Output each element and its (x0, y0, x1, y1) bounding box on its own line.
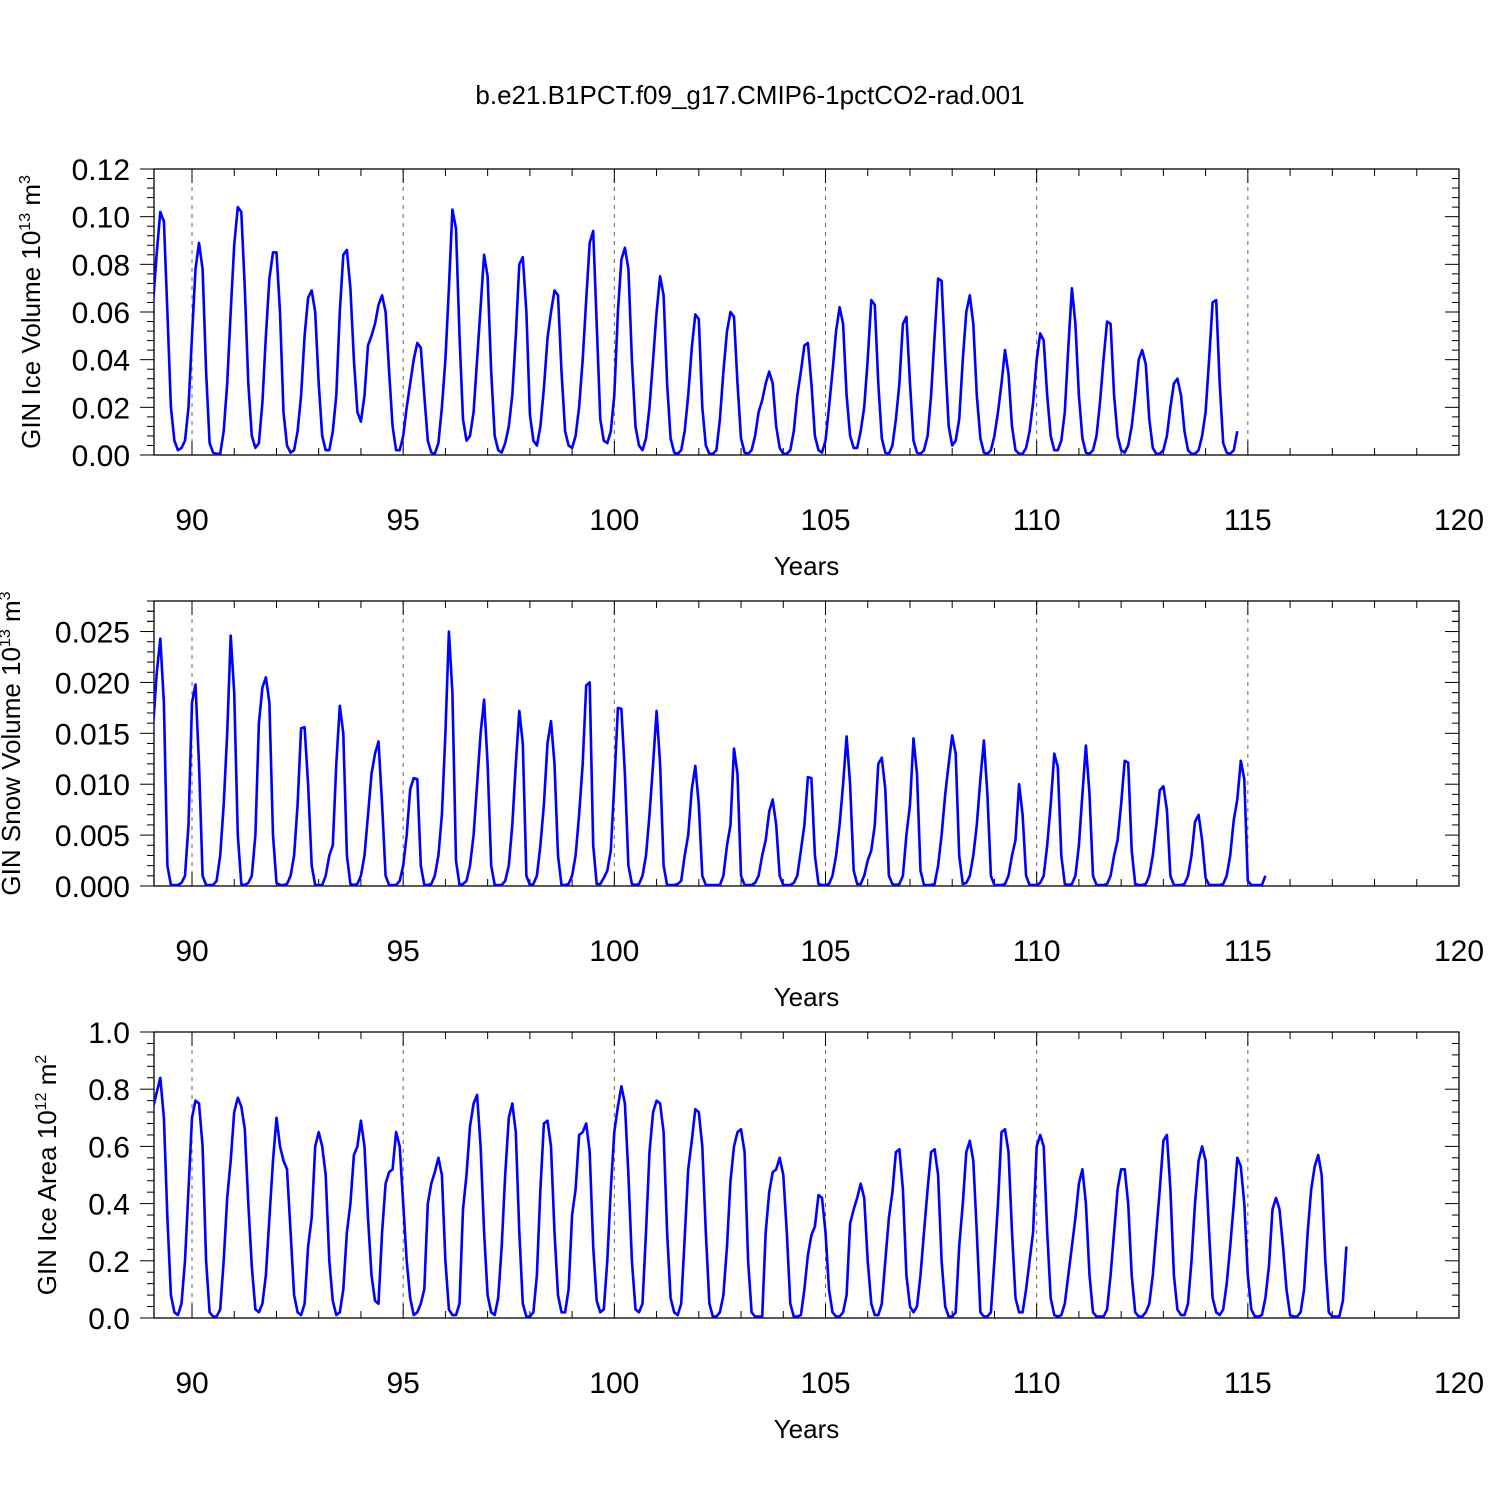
x-tick-label: 110 (1013, 935, 1061, 968)
y-tick-label: 0.010 (55, 769, 130, 802)
y-axis-label-part: 2 (33, 1055, 50, 1064)
series-line (154, 630, 1267, 887)
x-tick-label: 90 (175, 1367, 208, 1400)
y-axis-label-part: 3 (0, 591, 14, 600)
x-tick-label: 120 (1434, 935, 1484, 968)
y-tick-label: 0.025 (55, 617, 130, 650)
panel-snow-volume: 90 95 100 105 110 115 120 0.000 0.005 0.010 0.015 0… (0, 591, 1484, 1012)
y-tick-label: 0.02 (72, 392, 130, 425)
y-axis-label-part: GIN Ice Volume 10 (16, 231, 46, 449)
y-tick-label: 0.6 (88, 1131, 130, 1164)
x-tick-label: 90 (175, 504, 208, 537)
y-axis-label-part: GIN Ice Area 10 (32, 1110, 62, 1295)
y-tick-label: 0.12 (72, 154, 130, 187)
x-axis-label: Years (774, 982, 840, 1012)
y-tick-label: 1.0 (88, 1017, 130, 1050)
y-tick-label: 0.2 (88, 1246, 130, 1279)
plot-frame (153, 600, 1460, 887)
y-tick-label: 0.08 (72, 249, 130, 282)
y-axis-label: GIN Snow Volume 1013 m3 (0, 591, 26, 895)
x-tick-label: 120 (1434, 1367, 1484, 1400)
chart-title: b.e21.B1PCT.f09_g17.CMIP6-1pctCO2-rad.00… (475, 80, 1025, 110)
y-axis-label: GIN Ice Area 1012 m2 (32, 1055, 62, 1296)
x-tick-label: 115 (1224, 504, 1272, 537)
x-tick-label: 105 (800, 935, 850, 968)
y-tick-label: 0.10 (72, 202, 130, 235)
x-axis-label: Years (774, 551, 840, 581)
y-tick-label: 0.8 (88, 1074, 130, 1107)
y-tick-label: 0.00 (72, 440, 130, 473)
y-axis-label-part: m (0, 600, 26, 629)
panel-ice-area: 90 95 100 105 110 115 120 0.0 0.2 0.4 0.6 0.8 1.0 Yea… (32, 1017, 1484, 1444)
series-line (154, 205, 1239, 456)
y-tick-label: 0.000 (55, 871, 130, 904)
y-tick-label: 0.04 (72, 345, 130, 378)
series-line (154, 1076, 1348, 1318)
x-tick-label: 95 (386, 504, 419, 537)
x-tick-label: 95 (386, 935, 419, 968)
x-tick-label: 105 (800, 1367, 850, 1400)
plot-frame (153, 1031, 1460, 1319)
y-axis-label-part: 13 (0, 629, 14, 647)
x-tick-label: 95 (386, 1367, 419, 1400)
x-axis-label: Years (774, 1414, 840, 1444)
y-axis-label-part: 3 (17, 175, 34, 184)
panel-ice-volume: 90 95 100 105 110 115 120 0.00 0.02 0.04 0.06 0.08 0… (16, 154, 1484, 581)
y-tick-label: 0.0 (88, 1303, 130, 1336)
x-tick-label: 100 (589, 1367, 639, 1400)
y-axis-label-part: m (32, 1064, 62, 1093)
x-tick-label: 115 (1224, 935, 1272, 968)
x-tick-label: 105 (800, 504, 850, 537)
x-tick-label: 115 (1224, 1367, 1272, 1400)
x-tick-label: 100 (589, 935, 639, 968)
x-tick-label: 100 (589, 504, 639, 537)
x-tick-label: 90 (175, 935, 208, 968)
y-tick-label: 0.015 (55, 718, 130, 751)
y-axis-label-part: 13 (17, 213, 34, 231)
y-tick-label: 0.06 (72, 297, 130, 330)
y-tick-label: 0.4 (88, 1189, 130, 1222)
plot-frame (153, 168, 1460, 456)
x-tick-label: 110 (1013, 1367, 1061, 1400)
y-axis-label: GIN Ice Volume 1013 m3 (16, 175, 46, 449)
x-tick-label: 110 (1013, 504, 1061, 537)
y-axis-label-part: 12 (33, 1092, 50, 1110)
y-tick-label: 0.020 (55, 667, 130, 700)
y-tick-label: 0.005 (55, 820, 130, 853)
y-axis-label-part: GIN Snow Volume 10 (0, 647, 26, 896)
x-tick-label: 120 (1434, 504, 1484, 537)
y-axis-label-part: m (16, 184, 46, 213)
